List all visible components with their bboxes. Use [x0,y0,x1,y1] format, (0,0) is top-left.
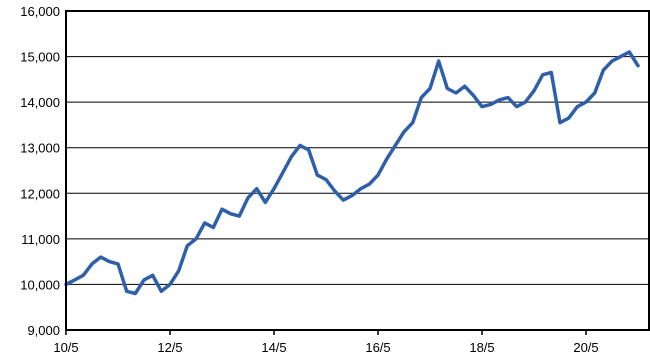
gridlines [66,56,649,285]
y-tick-label: 12,000 [20,186,60,201]
plot-frame [65,10,650,331]
x-tick-label: 20/5 [573,340,598,355]
y-tick-label: 13,000 [20,141,60,156]
x-tick-label: 10/5 [53,340,78,355]
y-axis: 9,000 10,000 11,000 12,000 13,000 14,000 15,00… [20,4,60,338]
x-tick-label: 12/5 [157,340,182,355]
series-line [64,50,640,296]
y-tick-label: 9,000 [27,323,60,338]
y-tick-label: 11,000 [21,232,60,247]
x-tick-label: 18/5 [469,340,494,355]
y-tick-label: 10,000 [20,277,60,292]
x-tick-label: 14/5 [261,340,286,355]
x-tick-label: 16/5 [365,340,390,355]
y-tick-label: 15,000 [20,50,60,65]
x-axis: 10/5 12/5 14/5 16/5 18/5 20/5 [53,330,599,355]
y-tick-label: 14,000 [20,95,60,110]
y-tick-label: 16,000 [20,4,60,19]
